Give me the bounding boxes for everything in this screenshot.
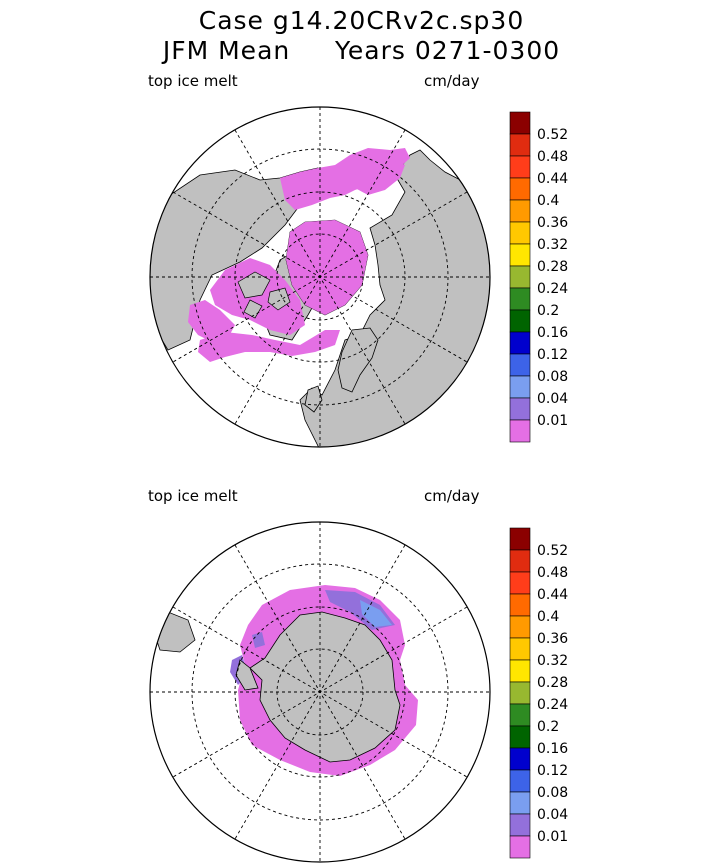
north-colorbar-tick-label: 0.52 [537, 127, 568, 143]
north-colorbar-tick-label: 0.44 [537, 171, 568, 187]
north-colorbar-swatch [509, 133, 531, 157]
north-colorbar-tick-label: 0.01 [537, 413, 568, 429]
north-colorbar-swatch [509, 287, 531, 311]
north-graticule [150, 107, 490, 447]
south-colorbar-tick-label: 0.01 [537, 829, 568, 845]
north-colorbar-tick-label: 0.08 [537, 369, 568, 385]
south-polar-map [149, 521, 491, 863]
south-colorbar-tick-label: 0.52 [537, 543, 568, 559]
north-colorbar-swatch [509, 221, 531, 245]
north-land-britain [304, 385, 323, 413]
north-colorbar-swatch [509, 419, 531, 443]
north-land-scandinavia [337, 327, 379, 393]
north-colorbar-swatch [509, 397, 531, 421]
north-colorbar-swatch [509, 155, 531, 179]
south-graticule [150, 522, 490, 862]
south-colorbar-tick-label: 0.16 [537, 741, 568, 757]
north-colorbar-tick-label: 0.4 [537, 193, 559, 209]
north-colorbar-swatch [509, 309, 531, 333]
north-colorbar: 0.52 0.48 0.44 0.4 0.36 0.32 0.28 0.24 0.2 0.16 0.… [509, 111, 568, 443]
south-colorbar-tick-label: 0.32 [537, 653, 568, 669]
south-variable-label: top ice melt [148, 487, 238, 505]
case-title: Case g14.20CRv2c.sp30 [198, 6, 525, 35]
south-colorbar-tick-label: 0.08 [537, 785, 568, 801]
south-land-antarctic-peninsula [235, 659, 259, 691]
north-land-canadian-archipelago [237, 271, 291, 319]
south-colorbar-swatch [509, 725, 531, 749]
south-colorbar-tick-label: 0.12 [537, 763, 568, 779]
north-colorbar-swatch [509, 243, 531, 267]
north-colorbar-tick-label: 0.2 [537, 303, 559, 319]
south-colorbar-tick-label: 0.24 [537, 697, 568, 713]
north-ice-melt-field [188, 148, 410, 362]
north-colorbar-swatch [509, 199, 531, 223]
north-colorbar-tick-label: 0.16 [537, 325, 568, 341]
south-colorbar-tick-label: 0.36 [537, 631, 568, 647]
north-colorbar-tick-label: 0.32 [537, 237, 568, 253]
north-colorbar-swatch [509, 177, 531, 201]
north-colorbar-tick-label: 0.12 [537, 347, 568, 363]
south-colorbar-swatch [509, 747, 531, 771]
south-colorbar-swatch [509, 835, 531, 859]
south-map-border [149, 521, 491, 863]
north-colorbar-swatch [509, 111, 531, 135]
north-map-border [149, 106, 491, 448]
south-colorbar-swatch [509, 615, 531, 639]
south-colorbar-swatch [509, 571, 531, 595]
north-colorbar-tick-label: 0.04 [537, 391, 568, 407]
south-units-label: cm/day [424, 487, 480, 505]
south-colorbar-swatch [509, 813, 531, 837]
north-colorbar-swatch [509, 375, 531, 399]
south-colorbar-tick-label: 0.4 [537, 609, 559, 625]
north-colorbar-tick-label: 0.24 [537, 281, 568, 297]
north-variable-label: top ice melt [148, 72, 238, 90]
period-title: JFM Mean Years 0271-0300 [162, 36, 561, 65]
south-colorbar-tick-label: 0.04 [537, 807, 568, 823]
south-colorbar-swatch [509, 791, 531, 815]
south-colorbar-swatch [509, 769, 531, 793]
north-colorbar-swatch [509, 331, 531, 355]
north-units-label: cm/day [424, 72, 480, 90]
north-colorbar-swatch [509, 265, 531, 289]
south-colorbar-tick-label: 0.28 [537, 675, 568, 691]
south-colorbar-swatch [509, 681, 531, 705]
south-colorbar: 0.52 0.48 0.44 0.4 0.36 0.32 0.28 0.24 0.2 0.16 0.… [509, 527, 568, 859]
north-colorbar-tick-label: 0.28 [537, 259, 568, 275]
south-colorbar-tick-label: 0.48 [537, 565, 568, 581]
south-colorbar-swatch [509, 637, 531, 661]
north-polar-map [149, 106, 491, 448]
south-land-antarctica [249, 611, 401, 763]
north-colorbar-tick-label: 0.36 [537, 215, 568, 231]
south-colorbar-tick-label: 0.44 [537, 587, 568, 603]
south-colorbar-tick-label: 0.2 [537, 719, 559, 735]
south-colorbar-swatch [509, 659, 531, 683]
north-colorbar-swatch [509, 353, 531, 377]
north-colorbar-tick-label: 0.48 [537, 149, 568, 165]
south-colorbar-swatch [509, 549, 531, 573]
south-colorbar-swatch [509, 593, 531, 617]
south-colorbar-swatch [509, 527, 531, 551]
south-colorbar-swatch [509, 703, 531, 727]
